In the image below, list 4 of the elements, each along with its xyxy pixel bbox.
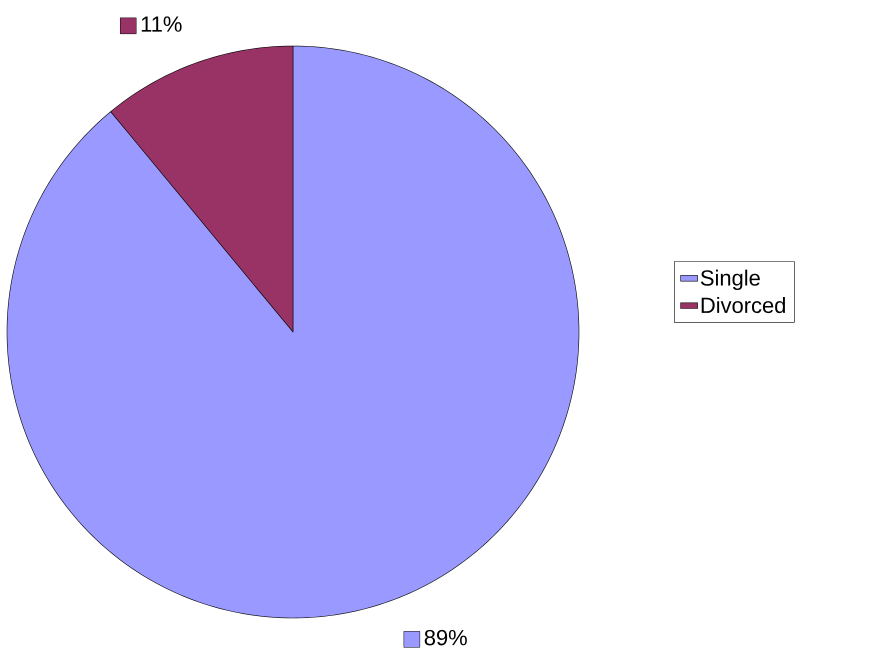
- legend-label: Divorced: [702, 296, 785, 314]
- data-label: 11%: [142, 16, 182, 32]
- legend-label: Single: [700, 270, 760, 290]
- data-label: 89%: [424, 630, 467, 646]
